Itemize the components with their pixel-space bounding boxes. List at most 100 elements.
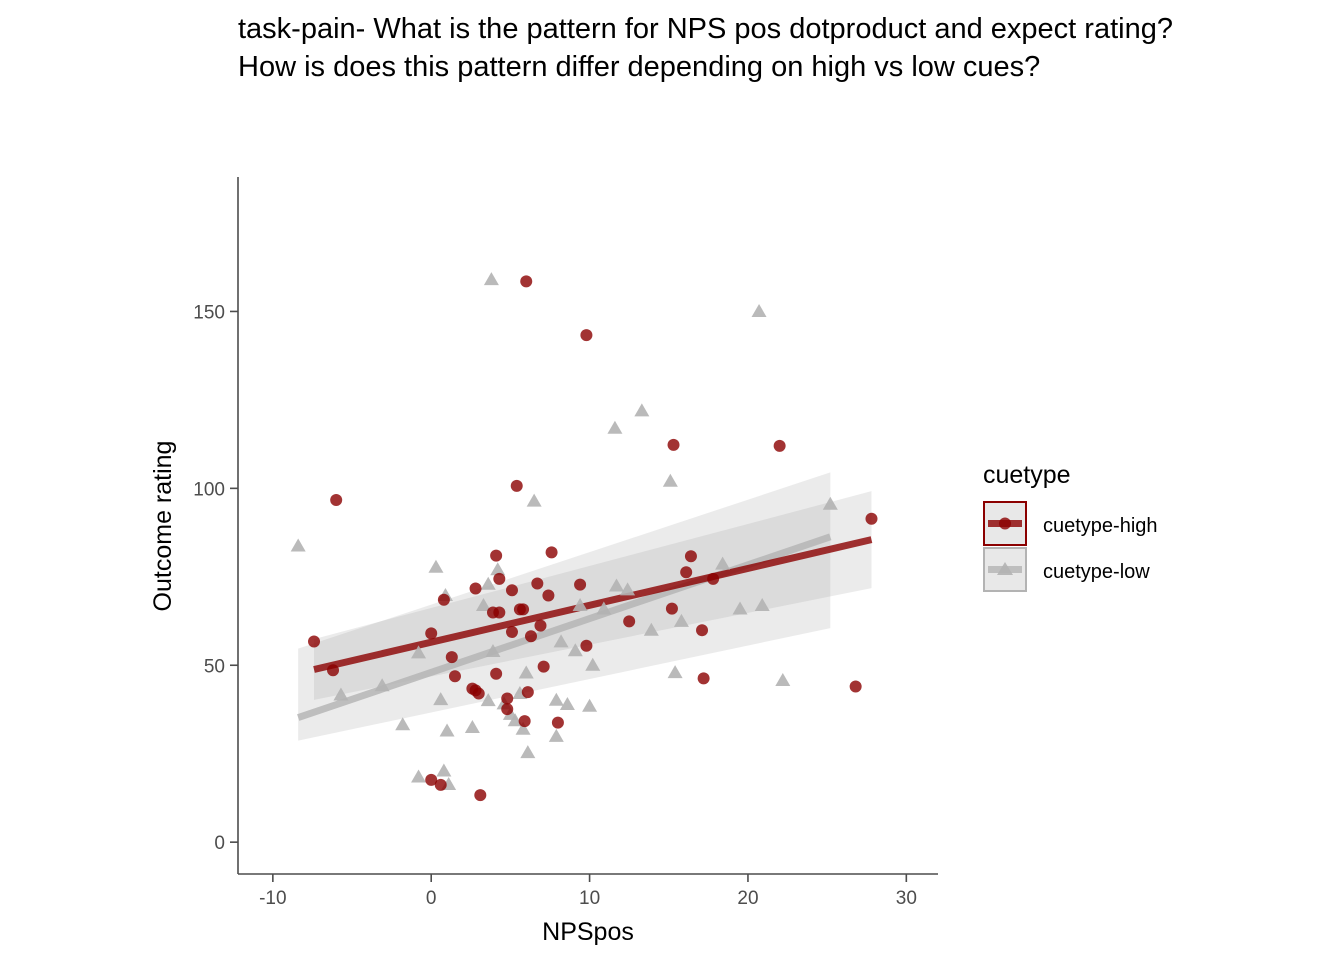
point-high (505, 584, 518, 597)
point-low (596, 601, 612, 615)
point-high (517, 603, 530, 616)
point-low (754, 597, 770, 611)
point-low (515, 721, 531, 735)
point-low (822, 496, 838, 510)
point-low (526, 493, 542, 507)
point-low (475, 597, 491, 611)
chart-title: task-pain- What is the pattern for NPS p… (238, 10, 1344, 86)
x-tick-label: 10 (579, 888, 600, 909)
y-tick-label: 0 (214, 833, 225, 854)
point-low (333, 687, 349, 701)
chart-title-line-2: How is does this pattern differ dependin… (238, 51, 1041, 83)
point-high (330, 494, 343, 507)
point-high (534, 619, 547, 632)
point-high (524, 630, 537, 643)
legend-label-low: cuetype-low (1043, 561, 1150, 583)
point-high (493, 572, 506, 585)
point-high (474, 789, 487, 802)
x-tick-label: 30 (896, 888, 917, 909)
point-high (707, 572, 720, 585)
x-tick-label: 0 (426, 888, 437, 909)
point-high (531, 577, 544, 590)
point-low (428, 559, 444, 573)
point-low (464, 720, 480, 734)
point-low (667, 665, 683, 679)
x-tick-label: -10 (259, 888, 286, 909)
point-low (643, 622, 659, 636)
point-high (542, 589, 555, 602)
point-low (439, 723, 455, 737)
legend-item-low: cuetype-low (983, 547, 1150, 592)
point-high (490, 667, 503, 680)
point-high (505, 625, 518, 638)
point-low (548, 692, 564, 706)
point-low (480, 576, 496, 590)
point-low (582, 698, 598, 712)
trend-line-high (313, 536, 873, 673)
point-low (620, 582, 636, 596)
point-high (490, 549, 503, 562)
point-low (490, 562, 506, 576)
y-tick-label: 50 (204, 656, 225, 677)
legend: cuetype cuetype-high cuetype-low (983, 461, 1158, 592)
point-low (290, 538, 306, 552)
point-high (574, 578, 587, 591)
point-low (411, 769, 427, 783)
point-high (667, 438, 680, 451)
point-low (751, 303, 767, 317)
point-low (411, 645, 427, 659)
point-high (510, 479, 523, 492)
point-high (580, 639, 593, 652)
point-high (437, 593, 450, 606)
point-high (773, 439, 786, 452)
axes (237, 177, 938, 875)
point-low (732, 601, 748, 615)
point-low (395, 717, 411, 731)
point-high (537, 660, 550, 673)
point-low (775, 672, 791, 686)
x-axis-title: NPSpos (542, 918, 634, 946)
point-high (493, 606, 506, 619)
point-high (521, 686, 534, 699)
point-high (472, 687, 485, 700)
point-high (501, 703, 514, 716)
point-high (684, 550, 697, 563)
y-tick-label: 150 (193, 302, 225, 323)
legend-key-high-marker (999, 517, 1011, 530)
data-points (290, 272, 878, 802)
point-high (520, 275, 533, 288)
legend-item-high: cuetype-high (983, 501, 1158, 546)
point-high (849, 680, 862, 693)
point-high (425, 627, 438, 640)
point-low (673, 613, 689, 627)
x-axis-ticks: -10 0 10 20 30 (259, 874, 917, 909)
point-low (507, 713, 523, 727)
point-low (609, 578, 625, 592)
point-low (436, 763, 452, 777)
point-high (551, 716, 564, 729)
legend-key-low-marker (997, 562, 1013, 575)
legend-title: cuetype (983, 461, 1071, 489)
point-high (308, 635, 321, 648)
point-high (501, 692, 514, 705)
point-low (480, 693, 496, 707)
point-low (374, 678, 390, 692)
point-low (572, 597, 588, 611)
y-axis-title: Outcome rating (149, 441, 177, 612)
point-low (520, 745, 536, 759)
point-high (445, 651, 458, 664)
point-high (697, 672, 710, 685)
point-high (580, 329, 593, 342)
point-high (469, 582, 482, 595)
point-high (680, 566, 693, 579)
confidence-band-low (298, 472, 831, 741)
legend-label-high: cuetype-high (1043, 515, 1158, 537)
point-high (434, 778, 447, 791)
point-low (483, 272, 499, 286)
y-tick-label: 100 (193, 479, 225, 500)
chart-title-line-1: task-pain- What is the pattern for NPS p… (238, 13, 1173, 45)
point-high (865, 512, 878, 525)
point-high (425, 773, 438, 786)
point-low (559, 697, 575, 711)
